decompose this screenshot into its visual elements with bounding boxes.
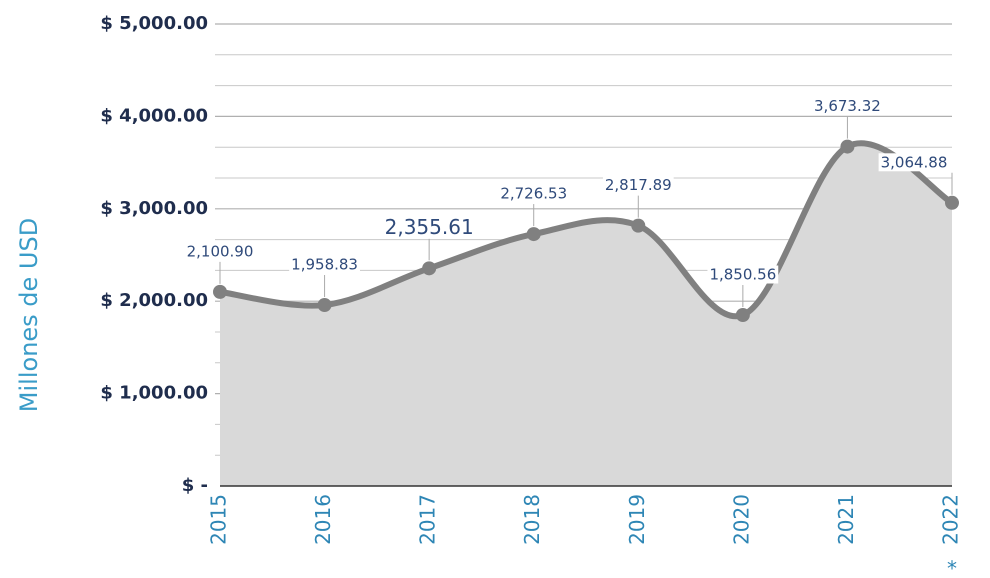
x-tick-label: 2016 [311,494,335,545]
point [317,298,332,313]
label-bg [382,214,476,239]
label-bg [184,242,256,261]
data-label: 1,850.56 [709,266,776,284]
x-tick-label: 2015 [207,494,231,545]
label-bg [878,153,950,172]
y-tick-label: $ 5,000.00 [100,13,208,34]
y-tick-label: $ 4,000.00 [100,105,208,126]
data-label: 2,817.89 [605,176,672,194]
x-tick-label: 2017 [416,494,440,545]
data-label: 1,958.83 [291,256,358,274]
label-bg [602,176,674,195]
y-axis-label: Millones de USD [15,218,43,412]
y-tick-label: $ 2,000.00 [100,290,208,311]
point [945,195,959,210]
y-tick-label: $ 3,000.00 [100,198,208,219]
x-tick-label: 2019 [625,494,649,545]
x-tick-label: 2020 [729,494,753,545]
data-label: 2,355.61 [385,215,474,239]
footnote-mark: * [947,557,957,578]
point [422,261,437,276]
data-label: 3,673.32 [814,97,881,115]
y-tick-label: $ - [182,475,208,496]
line [219,140,954,320]
point [735,308,750,323]
data-label: 2,726.53 [500,185,567,203]
x-tick-label: 2022 [939,494,963,545]
label-bg [707,265,779,284]
area [220,143,952,487]
y-tick-label: $ 1,000.00 [100,383,208,404]
point [526,227,541,242]
data-label: 2,100.90 [187,242,254,260]
point [840,139,855,154]
point [213,284,227,299]
point [631,218,646,233]
label-bg [289,255,360,274]
label-bg [812,97,883,116]
x-tick-label: 2021 [834,494,858,545]
x-tick-label: 2018 [520,494,544,545]
label-bg [498,184,570,203]
data-label: 3,064.88 [881,153,948,171]
